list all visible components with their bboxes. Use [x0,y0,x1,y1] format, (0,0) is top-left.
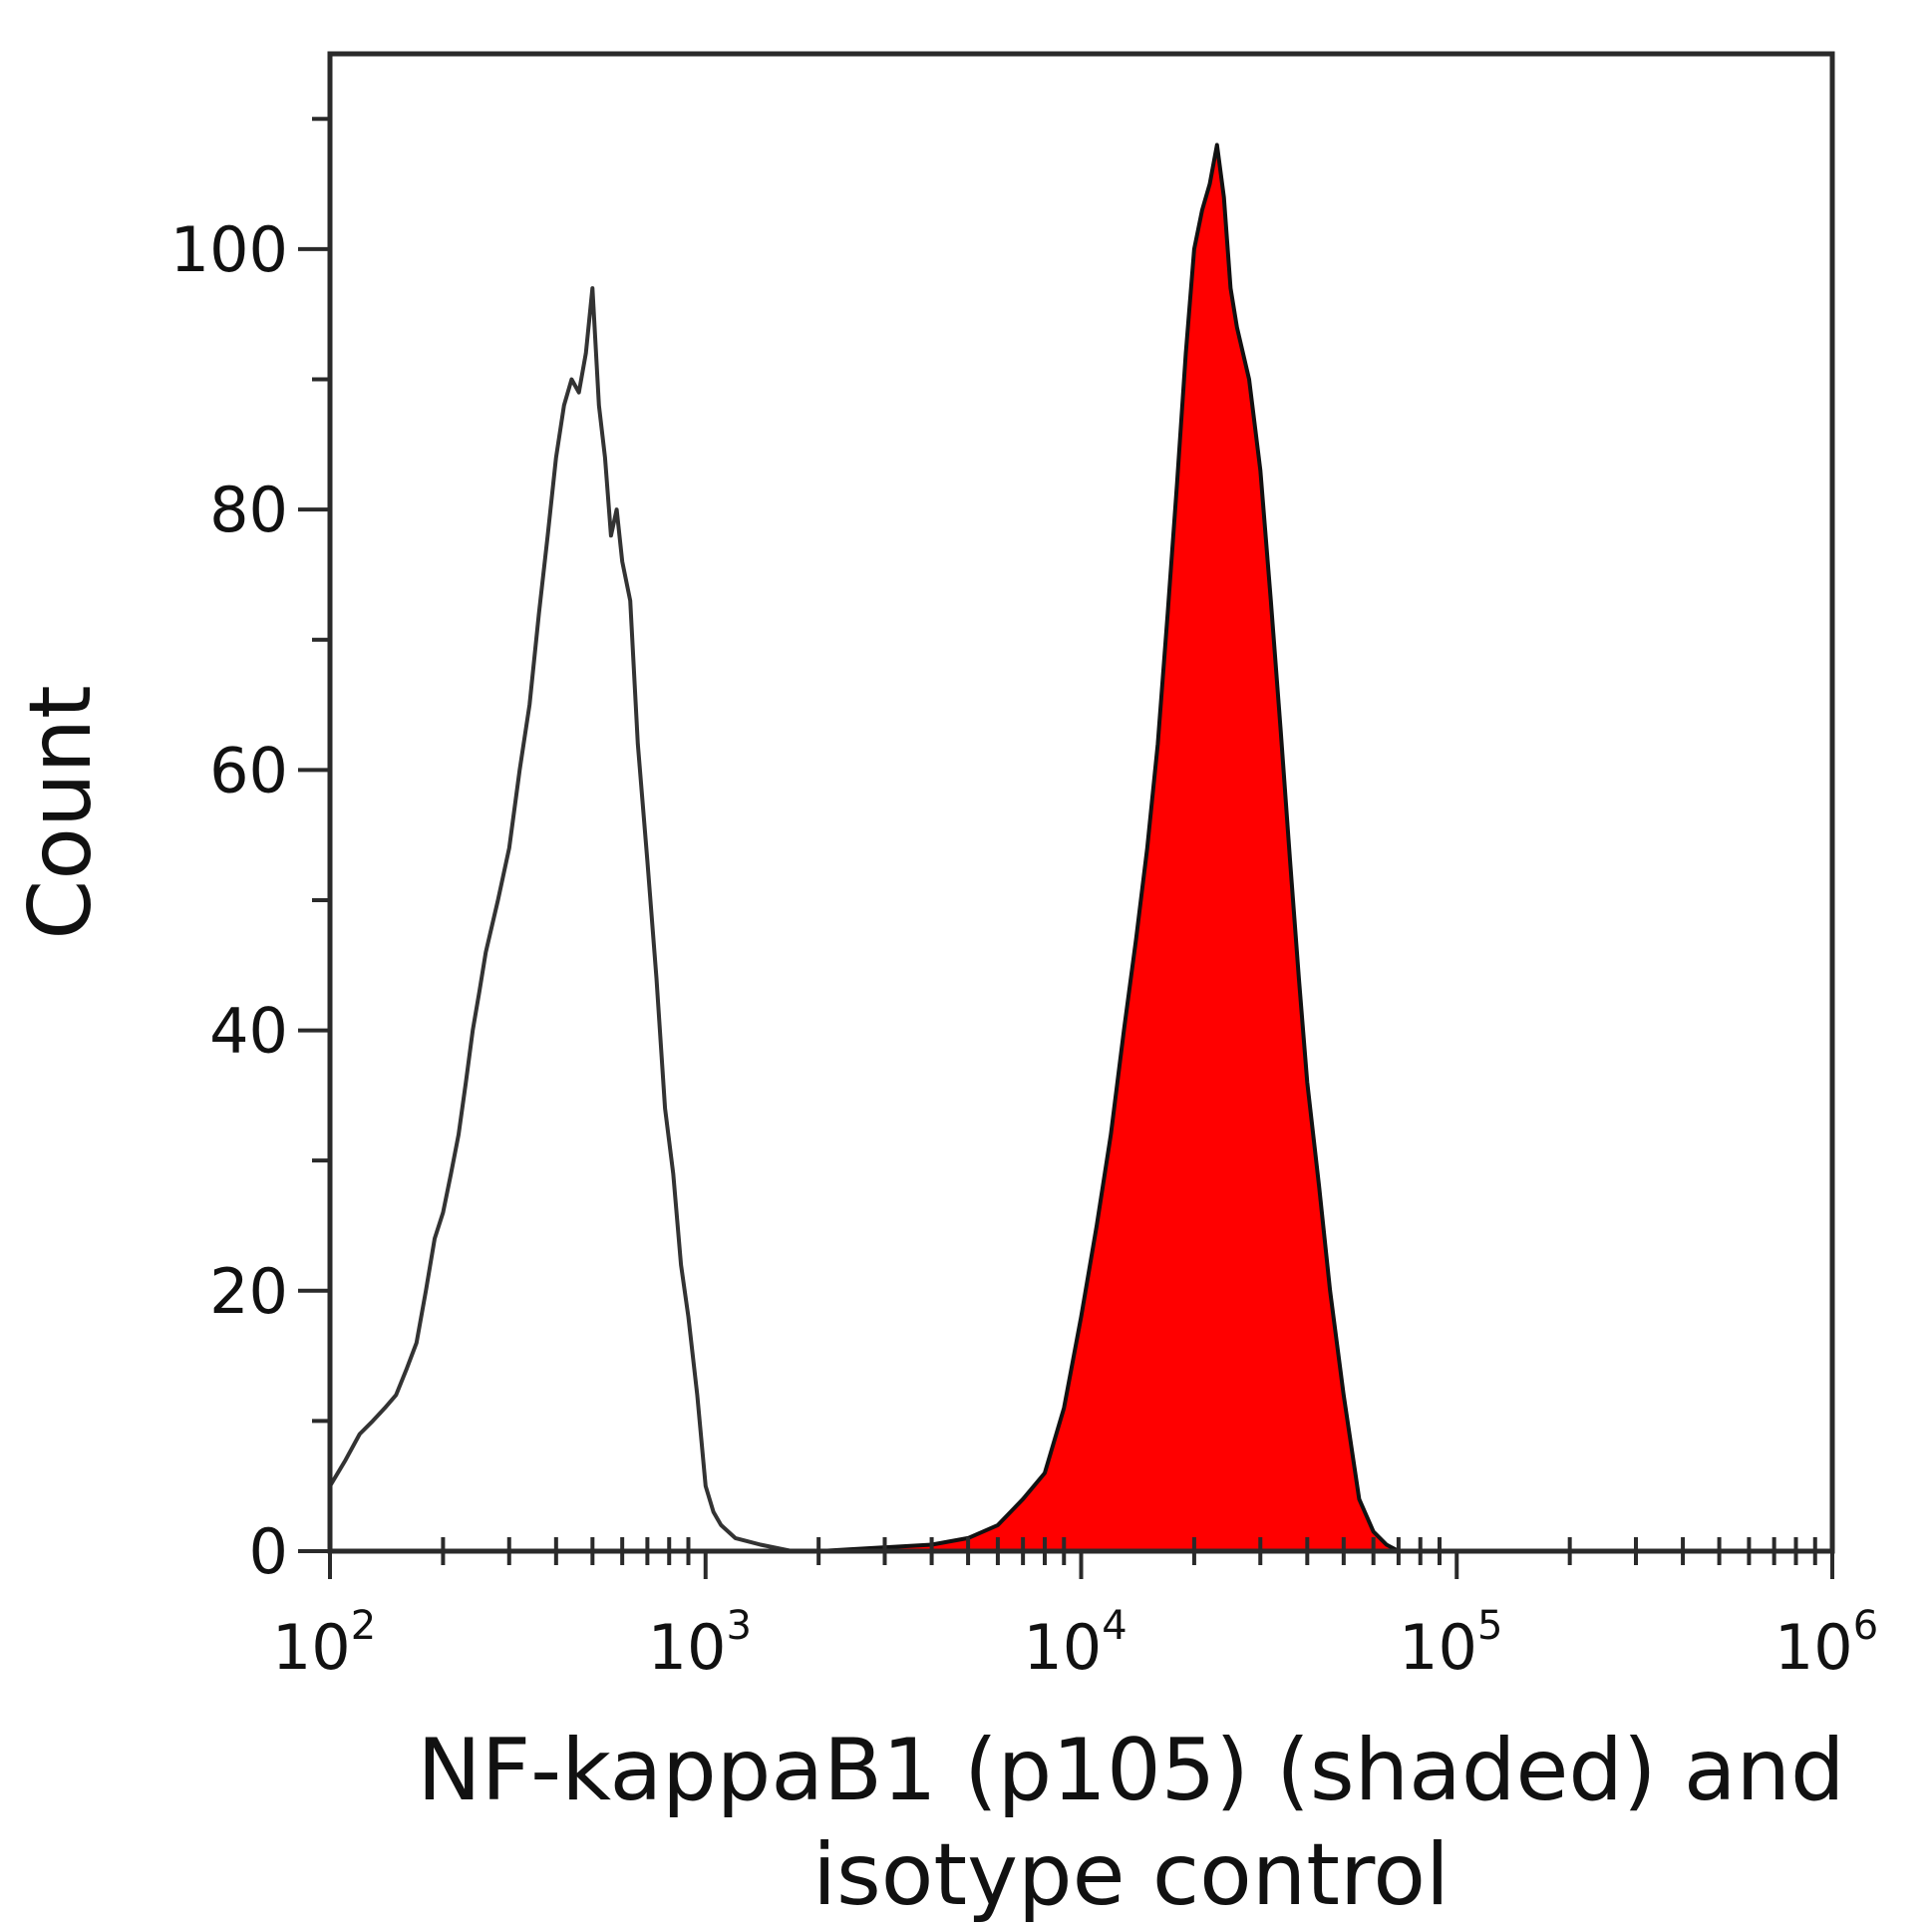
y-tick-label: 40 [209,995,288,1068]
x-axis-tick-labels: 102 103 104 105 106 [272,1603,1878,1684]
series-shaded-area [328,143,1834,1553]
y-tick-label: 80 [209,474,288,546]
x-axis-title-line-1: NF-kappaB1 (p105) (shaded) and [417,1721,1844,1820]
x-tick-label: 102 [272,1603,376,1684]
series-outline-line [328,286,1832,1553]
y-axis-ticks [298,117,330,1553]
x-tick-label: 106 [1774,1603,1878,1684]
y-tick-label: 60 [209,734,288,806]
x-axis-ticks [328,1537,1834,1579]
y-axis-tick-labels: 0 20 40 60 80 100 [170,213,288,1588]
x-axis-title-line-2: isotype control [812,1825,1449,1925]
y-tick-label: 100 [170,213,288,286]
y-axis-title: Count [11,685,111,939]
x-tick-label: 104 [1023,1603,1127,1684]
x-tick-label: 105 [1399,1603,1502,1684]
y-tick-label: 0 [249,1515,288,1588]
series-layer [328,143,1834,1553]
y-tick-label: 20 [209,1255,288,1328]
x-tick-label: 103 [648,1603,752,1684]
